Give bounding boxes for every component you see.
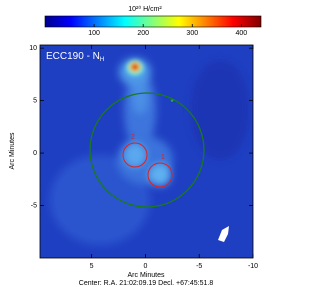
- region-label: 1: [161, 154, 165, 161]
- region-circle: [122, 142, 148, 168]
- x-tick-label: 5: [90, 263, 94, 270]
- y-tick-label: 0: [33, 150, 37, 157]
- x-tick-label: -5: [196, 263, 202, 270]
- x-tick-label: 0: [143, 263, 147, 270]
- colorbar-tick-label: 100: [88, 30, 100, 37]
- star-marker: *: [170, 98, 173, 107]
- y-tick-label: 5: [33, 97, 37, 104]
- y-tick-label: 10: [29, 45, 37, 52]
- footer: Center: R.A. 21:02:09.19 Decl. +67:45:51…: [79, 280, 214, 287]
- plot-frame: [39, 44, 254, 259]
- region-label: 2: [131, 134, 135, 141]
- colorbar-tick-label: 400: [236, 30, 248, 37]
- chart: 10²⁰ H/cm² * 1 2 ECC190 - NH Arc Minutes…: [9, 5, 262, 287]
- x-tick-label: -10: [248, 263, 258, 270]
- region-circle: [147, 162, 173, 188]
- colorbar-tick-label: 300: [186, 30, 198, 37]
- sky-image: [40, 45, 253, 258]
- colorbar: [44, 15, 262, 28]
- chart-title: ECC190 - NH: [46, 51, 104, 63]
- y-tick-label: -5: [31, 202, 37, 209]
- colorbar-tick-label: 200: [137, 30, 149, 37]
- y-axis-label: Arc Minutes: [9, 132, 16, 169]
- colorbar-label: 10²⁰ H/cm²: [128, 5, 162, 13]
- x-axis-label: Arc Minutes: [128, 272, 165, 279]
- region-circle: [89, 92, 205, 208]
